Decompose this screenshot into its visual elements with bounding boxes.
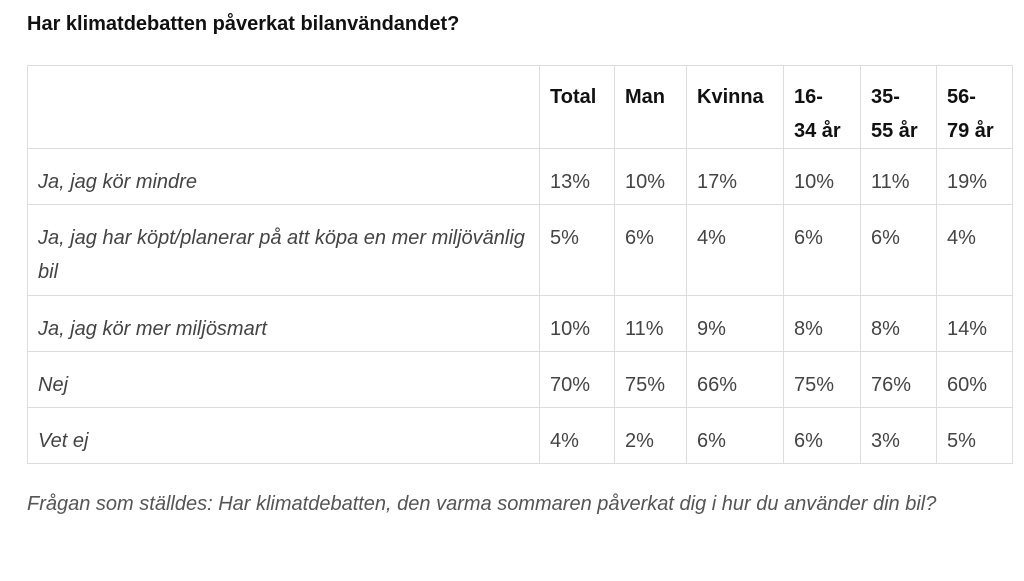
table-cell: 10% (783, 148, 861, 205)
header-cell-56-79: 56- 79 år (936, 65, 1013, 149)
table-cell: 6% (860, 204, 937, 296)
table-cell: 9% (686, 295, 784, 352)
table-cell: 5% (936, 407, 1013, 464)
row-label: Ja, jag kör mindre (27, 148, 540, 205)
header-text: 56- (947, 86, 976, 108)
header-text: 16- (794, 86, 823, 108)
results-table: Total Man Kvinna 16- 34 år 35- 55 år 56- 79… (27, 65, 1013, 464)
table-cell: 4% (539, 407, 615, 464)
table-cell: 11% (614, 295, 687, 352)
header-text: 55 år (871, 120, 918, 142)
table-row: Ja, jag har köpt/planerar på att köpa en… (27, 204, 1013, 296)
table-cell: 76% (860, 351, 937, 408)
table-cell: 8% (783, 295, 861, 352)
table-cell: 6% (783, 407, 861, 464)
table-cell: 6% (686, 407, 784, 464)
table-cell: 75% (614, 351, 687, 408)
table-cell: 3% (860, 407, 937, 464)
table-cell: 11% (860, 148, 937, 205)
row-label: Ja, jag kör mer miljösmart (27, 295, 540, 352)
table-cell: 6% (783, 204, 861, 296)
table-cell: 5% (539, 204, 615, 296)
table-cell: 2% (614, 407, 687, 464)
header-text: 79 år (947, 120, 994, 142)
table-cell: 66% (686, 351, 784, 408)
header-cell-35-55: 35- 55 år (860, 65, 937, 149)
table-row: Vet ej 4% 2% 6% 6% 3% 5% (27, 407, 1013, 464)
chart-title: Har klimatdebatten påverkat bilanvändand… (27, 13, 460, 35)
table-cell: 4% (686, 204, 784, 296)
table-cell: 10% (614, 148, 687, 205)
header-text: 34 år (794, 120, 841, 142)
table-cell: 10% (539, 295, 615, 352)
table-cell: 60% (936, 351, 1013, 408)
header-cell-empty (27, 65, 540, 149)
table-row: Ja, jag kör mer miljösmart 10% 11% 9% 8%… (27, 295, 1013, 352)
header-cell-man: Man (614, 65, 687, 149)
table-cell: 17% (686, 148, 784, 205)
table-cell: 6% (614, 204, 687, 296)
table-cell: 8% (860, 295, 937, 352)
header-cell-kvinna: Kvinna (686, 65, 784, 149)
row-label: Ja, jag har köpt/planerar på att köpa en… (27, 204, 540, 296)
header-row: Total Man Kvinna 16- 34 år 35- 55 år 56- 79… (27, 65, 1013, 149)
footnote: Frågan som ställdes: Har klimatdebatten,… (27, 493, 937, 515)
row-label: Vet ej (27, 407, 540, 464)
table-cell: 13% (539, 148, 615, 205)
table-cell: 19% (936, 148, 1013, 205)
header-cell-16-34: 16- 34 år (783, 65, 861, 149)
header-text: 35- (871, 86, 900, 108)
table-cell: 14% (936, 295, 1013, 352)
table-cell: 70% (539, 351, 615, 408)
row-label: Nej (27, 351, 540, 408)
header-cell-total: Total (539, 65, 615, 149)
table-cell: 4% (936, 204, 1013, 296)
table-row: Ja, jag kör mindre 13% 10% 17% 10% 11% 1… (27, 148, 1013, 205)
table-row: Nej 70% 75% 66% 75% 76% 60% (27, 351, 1013, 408)
table-cell: 75% (783, 351, 861, 408)
